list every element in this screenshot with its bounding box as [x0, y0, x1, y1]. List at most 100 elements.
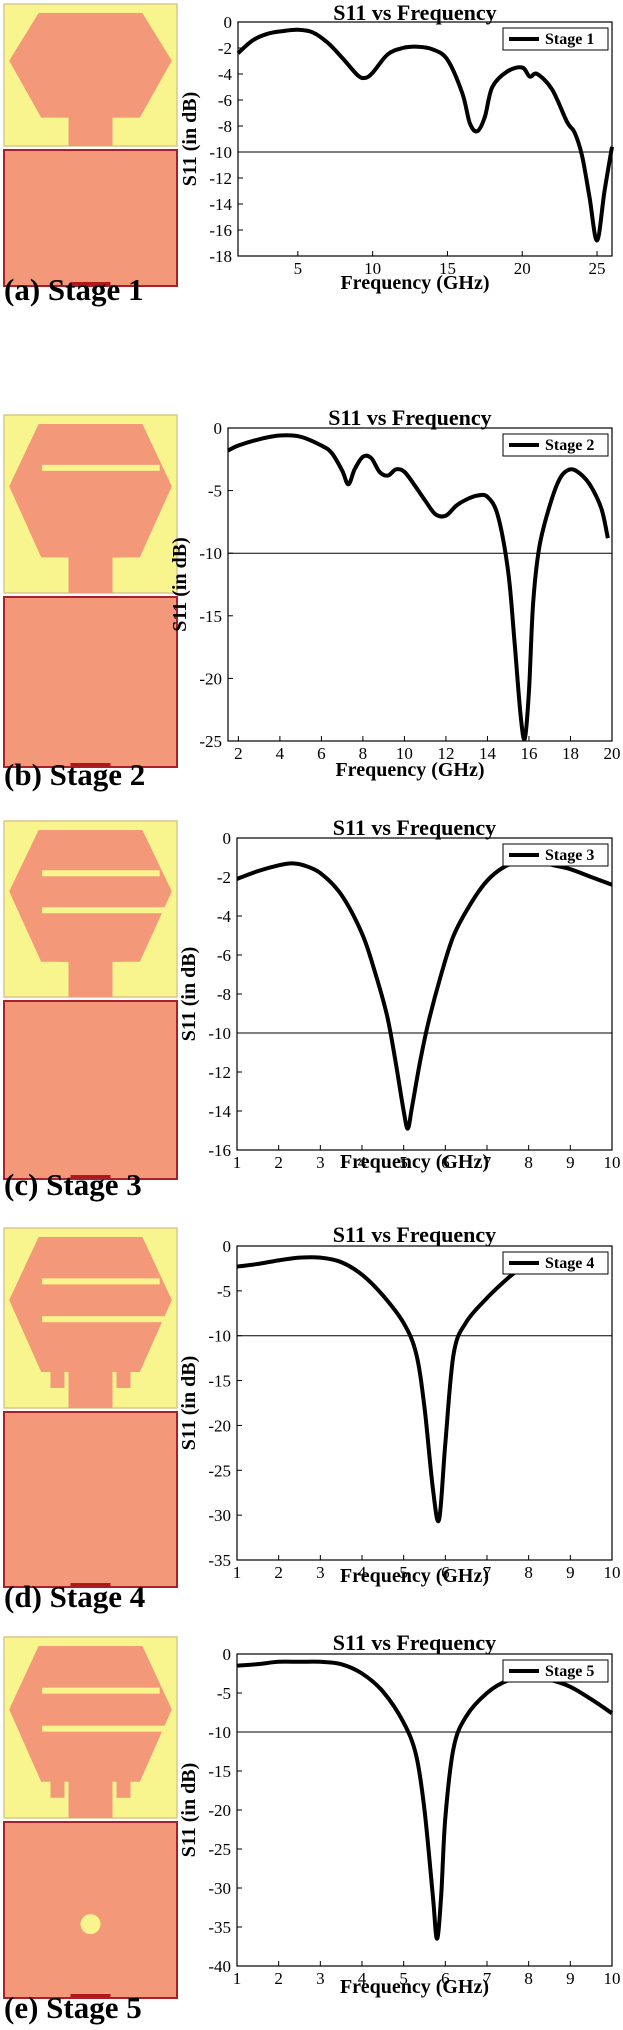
x-tick-label: 4: [358, 1969, 367, 1988]
stage-panel: (c) Stage 3 S11 vs Frequency 1 2 3 4 5 6 7 8 9 10 0 -…: [3, 815, 621, 1202]
ground-plane: [3, 596, 178, 768]
y-axis-label: S11 (in dB): [178, 1763, 200, 1857]
left-stub-arm: [50, 1352, 65, 1388]
x-tick-label: 20: [514, 259, 531, 278]
y-tick-label: -14: [209, 195, 232, 214]
legend-box: [502, 433, 609, 457]
ground-feed-strip: [70, 1583, 111, 1586]
x-tick-label: 6: [441, 1153, 450, 1172]
x-axis-label: Frequency (GHz): [340, 1976, 489, 1998]
legend-box: [502, 1659, 609, 1683]
y-axis-label: S11 (in dB): [179, 92, 201, 186]
antenna-back-view: [3, 1821, 178, 1999]
patch-slot: [42, 1725, 174, 1732]
y-tick-label: -10: [209, 143, 232, 162]
y-tick-label: -8: [218, 117, 232, 136]
y-tick-label: -10: [208, 1024, 231, 1043]
y-tick-label: -35: [208, 1551, 231, 1570]
x-tick-label: 10: [604, 1563, 621, 1582]
x-tick-label: 10: [396, 744, 413, 763]
x-tick-label: 4: [358, 1153, 367, 1172]
legend-label: Stage 2: [545, 437, 594, 454]
panel-caption: (e) Stage 5: [4, 1990, 142, 2025]
x-tick-label: 8: [524, 1563, 533, 1582]
y-tick-label: 0: [223, 1645, 232, 1664]
legend: Stage 5: [502, 1659, 609, 1683]
x-tick-label: 2: [274, 1563, 283, 1582]
x-tick-label: 9: [566, 1153, 575, 1172]
y-tick-label: -16: [209, 221, 232, 240]
s11-chart: S11 vs Frequency 1 2 3 4 5 6 7 8 9 10 0 -2 -4 -6 -8 -10 -…: [178, 815, 621, 1173]
x-tick-label: 8: [524, 1969, 533, 1988]
legend-label: Stage 3: [545, 847, 594, 864]
antenna-back-view: [3, 1411, 178, 1588]
chart-title: S11 vs Frequency: [333, 0, 496, 25]
y-tick-label: -2: [218, 39, 232, 58]
y-axis-label: S11 (in dB): [169, 537, 191, 631]
s11-chart: S11 vs Frequency 5 10 15 20 25 0 -2 -4 -6 -8 -10 -12…: [179, 0, 614, 294]
feed-line: [68, 555, 113, 593]
patch-slot: [42, 870, 160, 877]
y-tick-label: 0: [214, 419, 223, 438]
x-tick-label: 1: [233, 1153, 242, 1172]
antenna-back-view: [3, 1000, 178, 1180]
panel-caption: (a) Stage 1: [4, 272, 143, 307]
y-tick-label: 0: [223, 1237, 232, 1256]
y-tick-label: -18: [209, 247, 232, 266]
x-tick-label: 6: [441, 1563, 450, 1582]
x-tick-label: 3: [316, 1563, 325, 1582]
patch-slot: [42, 907, 174, 914]
y-tick-label: -8: [217, 985, 231, 1004]
patch-slot: [42, 1278, 160, 1285]
y-tick-label: -2: [217, 868, 231, 887]
y-tick-label: -12: [209, 169, 232, 188]
legend: Stage 2: [502, 433, 609, 457]
x-tick-label: 2: [274, 1153, 283, 1172]
x-tick-label: 10: [604, 1153, 621, 1172]
feed-neck: [58, 947, 123, 962]
legend-box: [502, 843, 609, 867]
stage-panel: (a) Stage 1 S11 vs Frequency 5 10 15 20 25 0 -2 -…: [3, 0, 614, 307]
x-tick-label: 8: [524, 1153, 533, 1172]
y-axis-label: S11 (in dB): [178, 947, 200, 1041]
antenna-front-view: [3, 3, 178, 147]
x-tick-label: 10: [604, 1969, 621, 1988]
legend-label: Stage 1: [545, 31, 594, 48]
x-axis-label: Frequency (GHz): [340, 272, 489, 294]
feed-neck: [58, 543, 123, 558]
plot-frame: [227, 427, 613, 742]
antenna-front-view: [3, 1636, 178, 1819]
s11-chart: S11 vs Frequency 1 2 3 4 5 6 7 8 9 10 0 -5 -10 -15 -20 -…: [178, 1222, 621, 1587]
y-tick-label: -4: [218, 65, 233, 84]
series-line: [236, 1255, 522, 1524]
x-tick-label: 7: [483, 1563, 492, 1582]
x-tick-label: 4: [358, 1563, 367, 1582]
series-line: [236, 27, 614, 243]
s11-chart: S11 vs Frequency 2 4 6 8 10 12 14 16 18 20 0 -5 -10 -1…: [169, 405, 621, 781]
s11-chart: S11 vs Frequency 1 2 3 4 5 6 7 8 9 10 0 -5 -10 -15 -20 -…: [178, 1630, 621, 1998]
x-tick-label: 25: [589, 259, 606, 278]
stage-panel: (e) Stage 5 S11 vs Frequency 1 2 3 4 5 6 7 8 9 10 0 -…: [3, 1630, 621, 2025]
y-tick-label: -20: [208, 1801, 231, 1820]
ground-feed-strip: [70, 282, 111, 285]
y-tick-label: -15: [208, 1762, 231, 1781]
x-tick-label: 5: [399, 1969, 408, 1988]
x-tick-label: 3: [316, 1153, 325, 1172]
ground-plane: [3, 1411, 178, 1588]
patch-slot: [42, 1316, 174, 1323]
x-tick-label: 8: [359, 744, 368, 763]
x-tick-label: 5: [399, 1563, 408, 1582]
x-tick-label: 5: [294, 259, 303, 278]
patch-slot: [42, 464, 160, 471]
radiating-patch: [9, 1646, 172, 1782]
x-tick-label: 1: [233, 1563, 242, 1582]
y-tick-label: -25: [199, 732, 222, 751]
y-tick-label: -30: [208, 1506, 231, 1525]
legend-label: Stage 4: [545, 1255, 594, 1272]
y-tick-label: -25: [208, 1461, 231, 1480]
x-tick-label: 3: [316, 1969, 325, 1988]
y-tick-label: -4: [217, 907, 232, 926]
patch-slot: [42, 1687, 160, 1694]
x-tick-label: 20: [604, 744, 621, 763]
ground-feed-strip: [70, 763, 111, 766]
